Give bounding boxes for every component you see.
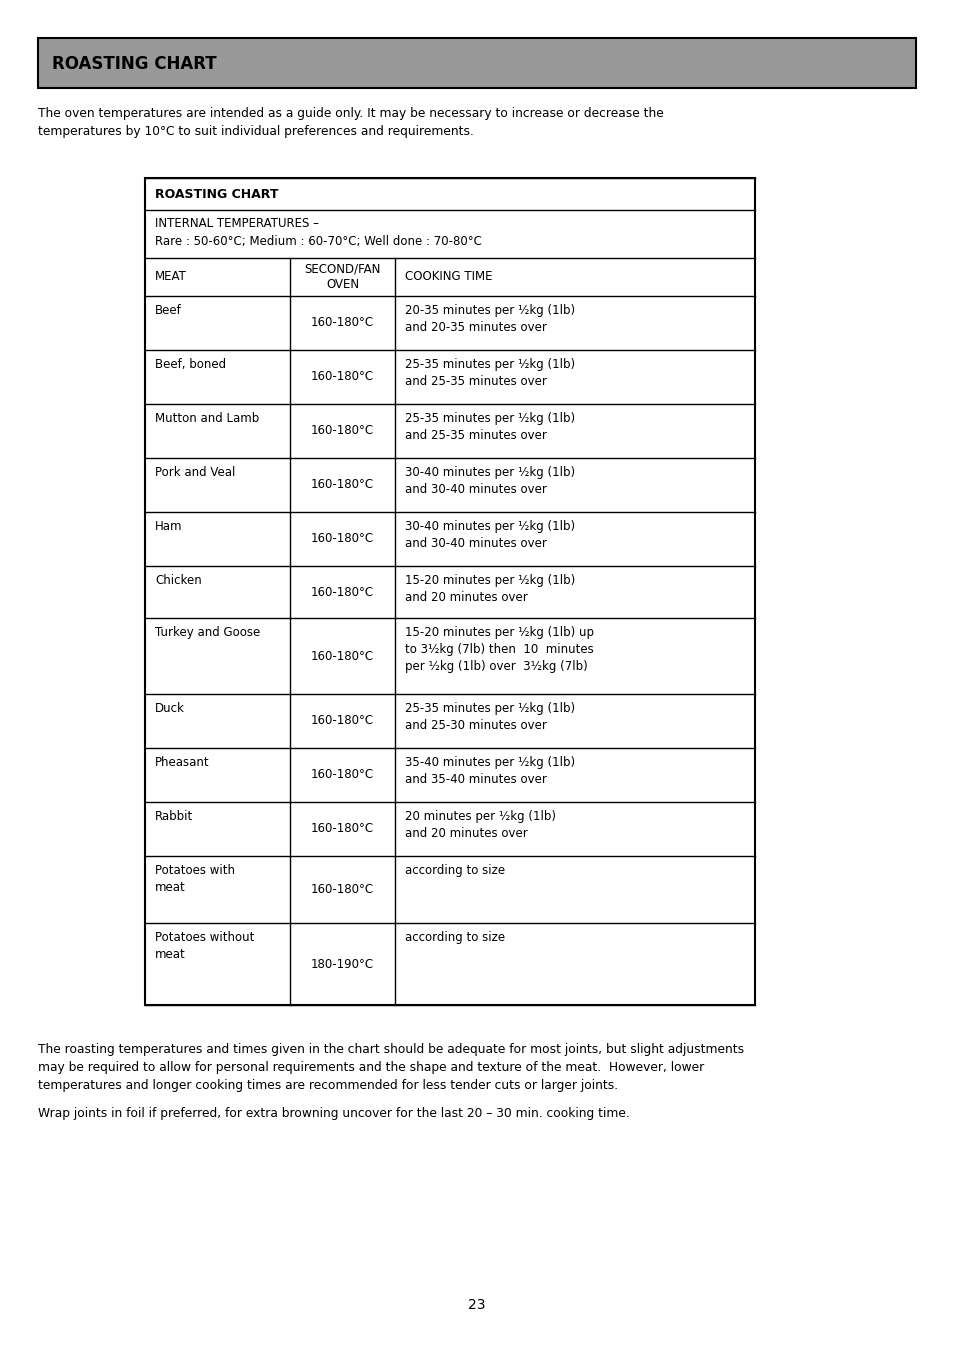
Text: Turkey and Goose: Turkey and Goose	[154, 626, 260, 639]
Text: 160-180°C: 160-180°C	[311, 478, 374, 492]
Text: Potatoes with
meat: Potatoes with meat	[154, 865, 234, 894]
Text: according to size: according to size	[405, 865, 504, 877]
Text: ROASTING CHART: ROASTING CHART	[154, 188, 278, 200]
Text: Pork and Veal: Pork and Veal	[154, 466, 235, 480]
Text: 25-35 minutes per ½kg (1lb)
and 25-35 minutes over: 25-35 minutes per ½kg (1lb) and 25-35 mi…	[405, 412, 575, 442]
Text: The oven temperatures are intended as a guide only. It may be necessary to incre: The oven temperatures are intended as a …	[38, 107, 663, 120]
Text: according to size: according to size	[405, 931, 504, 944]
Text: 160-180°C: 160-180°C	[311, 370, 374, 384]
Text: SECOND/FAN
OVEN: SECOND/FAN OVEN	[304, 262, 380, 292]
Text: COOKING TIME: COOKING TIME	[405, 270, 492, 284]
Text: 15-20 minutes per ½kg (1lb) up
to 3½kg (7lb) then  10  minutes
per ½kg (1lb) ove: 15-20 minutes per ½kg (1lb) up to 3½kg (…	[405, 626, 594, 673]
Text: 30-40 minutes per ½kg (1lb)
and 30-40 minutes over: 30-40 minutes per ½kg (1lb) and 30-40 mi…	[405, 520, 575, 550]
Text: Beef, boned: Beef, boned	[154, 358, 226, 372]
Text: The roasting temperatures and times given in the chart should be adequate for mo: The roasting temperatures and times give…	[38, 1043, 743, 1056]
Text: Ham: Ham	[154, 520, 182, 534]
Text: Mutton and Lamb: Mutton and Lamb	[154, 412, 259, 426]
Text: 160-180°C: 160-180°C	[311, 715, 374, 727]
Text: 35-40 minutes per ½kg (1lb)
and 35-40 minutes over: 35-40 minutes per ½kg (1lb) and 35-40 mi…	[405, 757, 575, 786]
Text: 25-35 minutes per ½kg (1lb)
and 25-35 minutes over: 25-35 minutes per ½kg (1lb) and 25-35 mi…	[405, 358, 575, 388]
Text: INTERNAL TEMPERATURES –
Rare : 50-60°C; Medium : 60-70°C; Well done : 70-80°C: INTERNAL TEMPERATURES – Rare : 50-60°C; …	[154, 218, 481, 249]
Text: Potatoes without
meat: Potatoes without meat	[154, 931, 254, 961]
Text: 160-180°C: 160-180°C	[311, 585, 374, 598]
Text: 23: 23	[468, 1298, 485, 1312]
Text: 160-180°C: 160-180°C	[311, 532, 374, 546]
Text: 160-180°C: 160-180°C	[311, 823, 374, 835]
Text: 20-35 minutes per ½kg (1lb)
and 20-35 minutes over: 20-35 minutes per ½kg (1lb) and 20-35 mi…	[405, 304, 575, 334]
Text: may be required to allow for personal requirements and the shape and texture of : may be required to allow for personal re…	[38, 1061, 703, 1074]
Text: Beef: Beef	[154, 304, 182, 317]
Text: Wrap joints in foil if preferred, for extra browning uncover for the last 20 – 3: Wrap joints in foil if preferred, for ex…	[38, 1106, 629, 1120]
Text: 160-180°C: 160-180°C	[311, 650, 374, 662]
Text: MEAT: MEAT	[154, 270, 187, 284]
Text: 160-180°C: 160-180°C	[311, 316, 374, 330]
Text: ROASTING CHART: ROASTING CHART	[52, 55, 216, 73]
Text: temperatures by 10°C to suit individual preferences and requirements.: temperatures by 10°C to suit individual …	[38, 126, 474, 138]
Text: 25-35 minutes per ½kg (1lb)
and 25-30 minutes over: 25-35 minutes per ½kg (1lb) and 25-30 mi…	[405, 703, 575, 732]
Text: Rabbit: Rabbit	[154, 811, 193, 823]
Text: 160-180°C: 160-180°C	[311, 424, 374, 438]
Text: 160-180°C: 160-180°C	[311, 769, 374, 781]
Text: 30-40 minutes per ½kg (1lb)
and 30-40 minutes over: 30-40 minutes per ½kg (1lb) and 30-40 mi…	[405, 466, 575, 496]
Text: 160-180°C: 160-180°C	[311, 884, 374, 896]
Text: Duck: Duck	[154, 703, 185, 715]
Text: 180-190°C: 180-190°C	[311, 958, 374, 970]
Text: temperatures and longer cooking times are recommended for less tender cuts or la: temperatures and longer cooking times ar…	[38, 1079, 618, 1092]
Text: 20 minutes per ½kg (1lb)
and 20 minutes over: 20 minutes per ½kg (1lb) and 20 minutes …	[405, 811, 556, 840]
Text: 15-20 minutes per ½kg (1lb)
and 20 minutes over: 15-20 minutes per ½kg (1lb) and 20 minut…	[405, 574, 575, 604]
Text: Pheasant: Pheasant	[154, 757, 210, 769]
Text: Chicken: Chicken	[154, 574, 201, 586]
